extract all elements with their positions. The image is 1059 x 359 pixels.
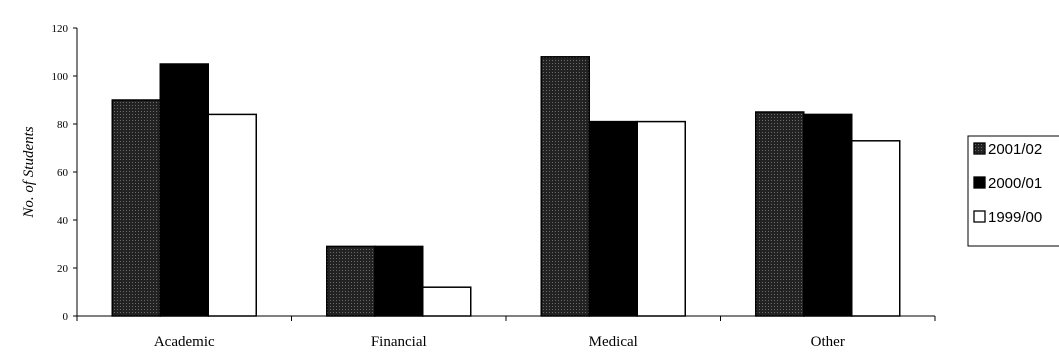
- bar-medical-2000-01: [588, 120, 638, 317]
- bar-academic-2001-02: [111, 99, 161, 317]
- legend: 2001/02 2000/01 1999/00: [967, 135, 1059, 247]
- x-category-label: Other: [811, 334, 845, 350]
- legend-box: [967, 135, 1059, 247]
- y-tick-label: 20: [57, 263, 69, 275]
- bar-academic-1999-00: [207, 113, 257, 317]
- y-axis-label: No. of Students: [21, 126, 37, 218]
- y-tick-label: 80: [57, 119, 69, 131]
- x-axis: Academic Financial Medical Other: [76, 315, 936, 350]
- y-tick-label: 60: [57, 167, 69, 179]
- legend-label: 1999/00: [988, 209, 1042, 226]
- bar-medical-2001-02: [540, 56, 590, 317]
- bar-academic-2000-01: [159, 63, 209, 317]
- legend-swatch: [973, 176, 986, 189]
- legend-label: 2000/01: [988, 175, 1042, 192]
- bar-medical-1999-00: [636, 120, 686, 317]
- x-category-label: Medical: [589, 334, 638, 350]
- y-tick-label: 100: [52, 71, 69, 83]
- x-category-label: Academic: [154, 334, 215, 350]
- bar-other-2001-02: [755, 111, 805, 317]
- legend-swatch: [973, 142, 986, 155]
- legend-label: 2001/02: [988, 141, 1042, 158]
- y-tick-label: 40: [57, 215, 69, 227]
- legend-swatch: [973, 210, 986, 223]
- bar-other-1999-00: [851, 140, 901, 317]
- x-category-label: Financial: [371, 334, 427, 350]
- bar-financial-2001-02: [326, 245, 376, 317]
- bar-other-2000-01: [803, 113, 853, 317]
- y-tick-label: 0: [63, 311, 69, 323]
- bar-financial-2000-01: [374, 245, 424, 317]
- y-axis: 0 20 40 60 80 100 120: [52, 23, 78, 323]
- bars: [111, 56, 901, 317]
- y-tick-label: 120: [52, 23, 69, 35]
- bar-financial-1999-00: [422, 286, 472, 317]
